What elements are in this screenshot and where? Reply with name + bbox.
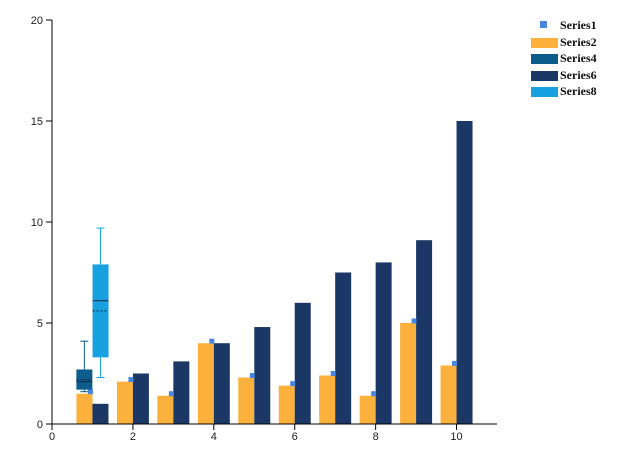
series6-bars <box>92 121 473 424</box>
series1-marker <box>452 360 458 366</box>
legend-swatch <box>540 21 547 28</box>
series2-bar <box>238 377 255 424</box>
series2-bar <box>76 393 93 424</box>
series4-boxplot <box>76 340 93 393</box>
series1-marker <box>411 318 417 324</box>
series1-marker <box>371 391 377 397</box>
y-tick-label: 0 <box>37 419 43 431</box>
y-tick-label: 5 <box>37 318 43 330</box>
series6-bar <box>173 361 190 424</box>
series2-bar <box>319 375 336 424</box>
legend-label: Series2 <box>560 34 597 49</box>
series1-marker <box>330 371 336 376</box>
x-tick-label: 2 <box>130 431 136 443</box>
legend-label: Series4 <box>560 51 597 65</box>
legend-label: Series1 <box>560 18 597 32</box>
series6-bar <box>294 302 311 424</box>
legend-swatch <box>531 54 558 64</box>
series2-bar <box>440 365 457 424</box>
series1-marker <box>168 391 174 397</box>
x-tick-label: 8 <box>373 431 379 443</box>
series2-bar <box>157 395 174 424</box>
legend-swatch <box>531 37 558 48</box>
series6-bar <box>335 272 352 424</box>
series2-bar <box>359 395 376 424</box>
x-tick-label: 0 <box>49 431 55 443</box>
series2-bar <box>116 381 133 424</box>
series1-marker <box>290 381 296 387</box>
boxplots <box>76 227 109 393</box>
x-tick-label: 10 <box>450 431 462 443</box>
y-tick-label: 20 <box>31 15 43 27</box>
series6-bar <box>375 262 392 424</box>
series2-bar <box>278 385 295 424</box>
x-tick-label: 4 <box>211 431 217 443</box>
axes: 0 5 10 15 20 0 2 4 6 8 10 <box>31 15 497 443</box>
legend-label: Series8 <box>560 84 597 98</box>
legend-swatch <box>531 87 558 97</box>
series1-marker <box>209 338 215 344</box>
series2-bar <box>197 343 214 424</box>
series1-marker <box>128 377 134 383</box>
legend-swatch <box>531 70 558 81</box>
legend-label: Series6 <box>560 67 597 82</box>
x-tick-label: 6 <box>292 431 298 443</box>
series6-bar <box>132 373 149 424</box>
series1-marker <box>87 389 93 395</box>
y-tick-label: 10 <box>31 217 43 229</box>
y-tick-label: 15 <box>31 116 43 128</box>
series2-bar <box>400 323 417 424</box>
series6-bar <box>213 343 230 424</box>
series1-marker <box>249 373 255 379</box>
series2-bars <box>76 323 457 424</box>
series6-bar <box>416 240 433 424</box>
series6-bar <box>92 403 109 424</box>
series6-bar <box>254 327 271 424</box>
series6-bar <box>456 121 473 424</box>
series8-boxplot <box>92 227 109 379</box>
series1-markers <box>87 318 458 397</box>
